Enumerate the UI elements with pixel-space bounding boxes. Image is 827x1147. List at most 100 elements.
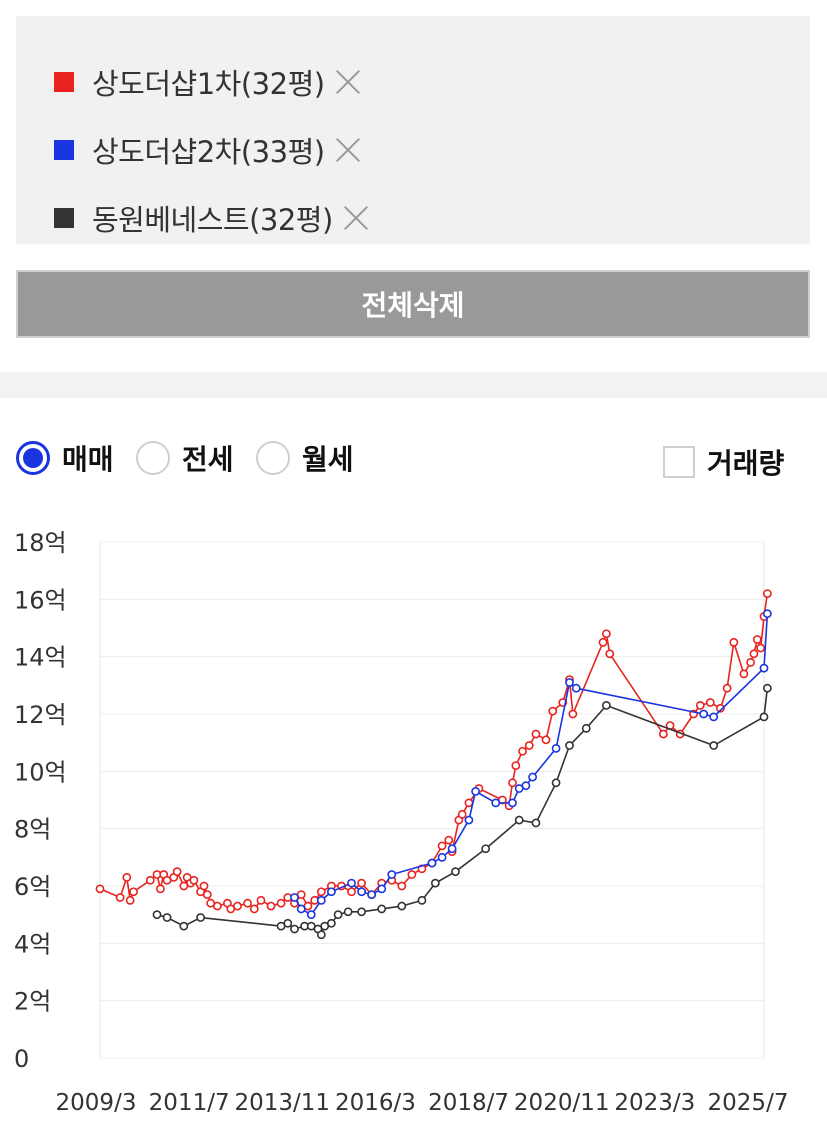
data-point <box>179 921 189 931</box>
data-point <box>316 930 326 940</box>
clear-all-button[interactable]: 전체삭제 <box>16 270 810 338</box>
legend-item-1: 상도더샵1차(32평) <box>54 62 361 102</box>
data-point <box>316 895 326 905</box>
black-square-icon <box>54 208 74 228</box>
data-point <box>95 884 105 894</box>
radio-monthly-rent[interactable]: 월세 <box>256 438 354 478</box>
x-tick-label: 2016/3 <box>335 1090 416 1116</box>
data-point <box>233 901 242 911</box>
data-point <box>155 884 165 894</box>
x-tick-label: 2013/11 <box>235 1090 331 1116</box>
data-point <box>762 609 772 619</box>
data-point <box>122 872 132 882</box>
data-point <box>762 589 772 598</box>
data-point <box>759 712 769 722</box>
legend-label: 동원베네스트(32평) <box>92 203 333 237</box>
data-point <box>212 901 222 911</box>
data-point <box>316 887 326 897</box>
section-divider <box>0 372 827 398</box>
data-point <box>202 890 212 899</box>
data-point <box>357 887 366 897</box>
data-point <box>306 910 316 920</box>
data-point <box>145 875 155 885</box>
data-point <box>598 637 608 647</box>
data-point <box>756 643 766 653</box>
data-point <box>699 709 709 719</box>
radio-label-monthly: 월세 <box>302 443 354 476</box>
data-point <box>695 700 705 710</box>
data-point <box>531 729 541 739</box>
x-tick-label: 2011/7 <box>149 1090 230 1116</box>
y-tick-label: 14억 <box>14 644 67 672</box>
data-point <box>508 798 517 808</box>
data-point <box>387 870 397 879</box>
data-point <box>759 663 769 673</box>
data-point <box>705 698 715 707</box>
plot-area <box>99 541 765 1059</box>
close-icon[interactable] <box>335 69 361 95</box>
volume-checkbox[interactable]: 거래량 <box>663 442 784 482</box>
y-tick-label: 16억 <box>14 586 67 614</box>
radio-selected-icon[interactable] <box>16 441 50 475</box>
data-point <box>471 786 480 796</box>
y-tick-label: 18억 <box>14 529 67 557</box>
data-point <box>243 898 252 908</box>
data-point <box>571 683 581 693</box>
legend-item-3: 동원베네스트(32평) <box>54 198 369 238</box>
legend-label: 상도더샵2차(33평) <box>92 135 325 169</box>
data-point <box>196 913 206 922</box>
radio-sale[interactable]: 매매 <box>16 438 114 478</box>
blue-square-icon <box>54 140 74 160</box>
data-point <box>437 841 447 851</box>
data-point <box>290 924 299 934</box>
volume-label: 거래량 <box>707 447 785 480</box>
data-point <box>333 910 343 920</box>
x-tick-label: 2023/3 <box>614 1090 695 1116</box>
data-point <box>528 772 538 782</box>
data-point <box>199 881 209 891</box>
data-point <box>746 657 755 667</box>
data-point <box>551 743 561 753</box>
data-point <box>518 746 527 756</box>
data-point <box>290 893 299 902</box>
data-point <box>437 852 447 862</box>
radio-unselected-icon[interactable] <box>136 441 170 475</box>
legend-item-2: 상도더샵2차(33평) <box>54 130 361 170</box>
data-point <box>601 629 611 639</box>
data-point <box>347 878 356 888</box>
data-point <box>115 893 125 902</box>
data-point <box>189 875 199 885</box>
data-point <box>296 904 306 914</box>
checkbox-icon[interactable] <box>663 446 695 478</box>
radio-unselected-icon[interactable] <box>256 441 290 475</box>
data-point <box>722 683 732 693</box>
data-point <box>444 835 454 845</box>
y-tick-label: 8억 <box>14 816 51 844</box>
radio-jeonse[interactable]: 전세 <box>136 438 234 478</box>
data-point <box>749 649 759 659</box>
data-point <box>709 712 719 722</box>
data-point <box>511 761 521 770</box>
data-point <box>541 735 551 745</box>
data-point <box>129 887 138 897</box>
data-point <box>377 904 387 914</box>
data-point <box>447 844 457 854</box>
data-point <box>548 706 558 716</box>
close-icon[interactable] <box>343 205 369 231</box>
data-point <box>249 904 259 914</box>
close-icon[interactable] <box>335 137 361 163</box>
data-point <box>377 884 387 894</box>
data-point <box>162 913 172 922</box>
data-point <box>709 741 719 750</box>
y-tick-label: 2억 <box>14 988 51 1016</box>
data-point <box>752 635 762 644</box>
data-point <box>125 895 135 905</box>
data-point <box>367 890 377 899</box>
data-point <box>551 778 561 788</box>
y-tick-label: 10억 <box>14 758 67 786</box>
data-point <box>407 870 417 879</box>
data-point <box>565 678 574 687</box>
price-chart: 0 2억 4억 6억 8억 10억 12억 14억 16억 18억 2009/3 2011/7 2013… <box>14 529 788 1116</box>
data-point <box>491 798 501 808</box>
data-point <box>397 901 407 911</box>
